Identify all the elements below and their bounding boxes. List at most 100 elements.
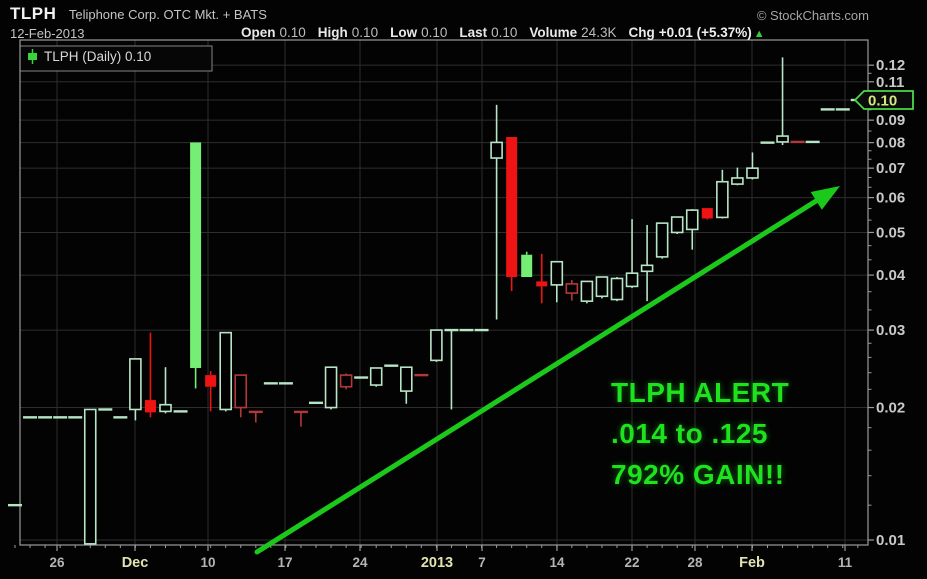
candlestick: [159, 367, 172, 414]
last-price-tag: 0.10: [853, 90, 914, 110]
ticker-symbol: TLPH: [10, 4, 57, 23]
y-axis-label: 0.07: [876, 160, 905, 177]
x-axis-label: 14: [549, 555, 565, 570]
change-up-triangle-icon: ▲: [753, 28, 765, 40]
candlestick: [610, 277, 624, 302]
quote-summary-row: Open 0.10 High 0.10 Low 0.10 Last 0.10 V…: [241, 25, 765, 40]
candle-body: [205, 375, 217, 387]
candle-body: [640, 264, 654, 273]
candlestick: [399, 366, 413, 404]
candlestick: [731, 167, 744, 186]
candlestick: [701, 208, 713, 220]
candle-body: [776, 135, 789, 143]
candlestick: [685, 209, 699, 250]
trend-line: [254, 192, 829, 555]
plot-frame: [19, 39, 869, 546]
candlestick: [234, 374, 248, 418]
candlestick: [190, 142, 202, 389]
candle-body: [595, 276, 609, 298]
candle-body: [129, 358, 142, 411]
candlestick: [565, 279, 579, 301]
candle-body: [536, 281, 548, 287]
candle-body: [219, 331, 232, 411]
candlestick: [640, 224, 654, 302]
candlestick: [219, 331, 232, 412]
candlestick-icon: [27, 49, 38, 64]
legend-label: TLPH (Daily) 0.10: [44, 49, 152, 64]
candlestick: [144, 332, 156, 418]
candlestick: [506, 136, 518, 292]
candlestick: [293, 410, 308, 427]
x-axis-label: Feb: [739, 555, 765, 571]
alert-line-2: .014 to .125: [611, 418, 768, 449]
x-axis: 26 Dec 10 17 24 2013 7 14 22 28 Feb 11: [14, 545, 859, 571]
quote-change: Chg +0.01 (+5.37%) ▲: [628, 25, 765, 40]
chart-header: TLPH Teliphone Corp. OTC Mkt. + BATS: [10, 4, 267, 24]
x-axis-label: 24: [352, 555, 368, 570]
quote-high: High 0.10: [317, 25, 379, 40]
candle-body: [731, 177, 744, 185]
candlestick: [339, 373, 353, 390]
candle-body: [369, 367, 383, 386]
y-axis-label: 0.05: [876, 224, 905, 241]
y-axis-label: 0.01: [876, 532, 905, 549]
y-axis-label: 0.06: [876, 190, 905, 207]
quote-low: Low 0.10: [390, 25, 448, 40]
y-axis-label: 0.08: [876, 135, 905, 152]
candle-body: [565, 283, 579, 294]
candlestick: [716, 169, 729, 219]
candlestick: [746, 152, 759, 180]
candlestick: [670, 216, 684, 234]
candle-body: [746, 167, 759, 179]
x-axis-label: 28: [687, 555, 703, 570]
x-axis-label: 10: [200, 555, 215, 570]
candlestick: [369, 367, 383, 387]
candlestick: [655, 222, 669, 259]
candlestick: [324, 366, 338, 410]
copyright-text: © StockCharts.com: [756, 8, 869, 23]
candle-body: [610, 277, 624, 301]
alert-line-1: TLPH ALERT: [611, 377, 790, 408]
candle-body: [430, 329, 443, 362]
candle-body: [685, 209, 699, 231]
candlestick: [521, 251, 533, 278]
y-axis-label: 0.09: [876, 112, 905, 129]
candle-body: [490, 141, 503, 159]
x-axis-label: 2013: [421, 555, 453, 571]
candlesticks: [8, 57, 865, 545]
quote-last: Last 0.10: [459, 25, 518, 40]
y-axis-label: 0.11: [876, 74, 904, 91]
candle-body: [324, 366, 338, 409]
candle-body: [159, 403, 172, 413]
candle-body: [550, 260, 564, 286]
candle-body: [190, 142, 202, 368]
candle-body: [625, 272, 639, 288]
candle-body: [399, 366, 413, 392]
trend-arrow: [254, 186, 840, 555]
candle-body: [144, 400, 156, 413]
candle-body: [521, 254, 533, 278]
x-axis-label: 17: [277, 555, 292, 570]
x-axis-label: 22: [624, 555, 639, 570]
candle-body: [580, 280, 594, 302]
y-axis-label: 0.12: [876, 57, 905, 74]
candle-body: [83, 408, 97, 545]
x-axis-label: 11: [838, 555, 853, 570]
candlestick: [550, 260, 564, 303]
candle-body: [701, 208, 713, 219]
candlestick: [444, 328, 459, 410]
y-axis-label: 0.04: [876, 267, 906, 284]
candlestick: [248, 410, 263, 423]
x-axis-label: Dec: [122, 555, 149, 571]
price-tag-value: 0.10: [868, 93, 897, 110]
chart-date: 12-Feb-2013: [10, 26, 85, 41]
x-axis-label: 7: [478, 555, 486, 570]
price-tag-shape: [853, 90, 914, 110]
candlestick: [83, 408, 97, 545]
candle-body: [506, 136, 518, 278]
candle-body: [670, 216, 684, 234]
candlestick: [430, 329, 443, 362]
candlestick: [595, 276, 609, 299]
